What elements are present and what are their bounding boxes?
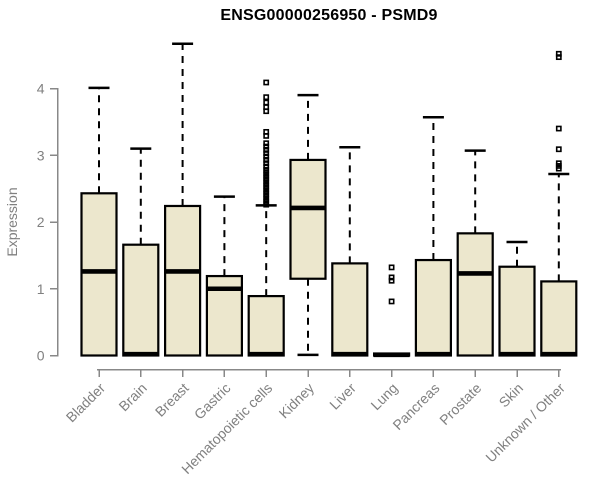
- y-tick-label-1: 1: [37, 281, 45, 297]
- outlier-hematopoietic-cells: [263, 140, 270, 147]
- box-unknown-other: [540, 280, 578, 357]
- y-tick-label-4: 4: [37, 81, 45, 97]
- outlier-unknown-other: [555, 125, 562, 132]
- outlier-unknown-other: [555, 50, 562, 57]
- x-tick-label-liver: Liver: [326, 380, 359, 413]
- x-tick-label-skin: Skin: [496, 380, 527, 411]
- x-tick-label-bladder: Bladder: [63, 380, 109, 426]
- x-tick-label-unknown-other: Unknown / Other: [482, 380, 568, 466]
- outlier-hematopoietic-cells: [263, 163, 270, 170]
- box-hematopoietic-cells: [247, 294, 285, 357]
- outlier-hematopoietic-cells: [263, 128, 270, 135]
- outlier-hematopoietic-cells: [263, 157, 270, 163]
- box-brain: [122, 243, 160, 357]
- box-prostate: [456, 232, 494, 357]
- outlier-hematopoietic-cells: [263, 150, 270, 157]
- outlier-unknown-other: [555, 160, 562, 167]
- outlier-hematopoietic-cells: [263, 160, 270, 167]
- x-tick-label-lung: Lung: [367, 380, 400, 413]
- outlier-unknown-other: [555, 146, 562, 153]
- chart-title: ENSG00000256950 - PSMD9: [220, 7, 438, 24]
- outlier-hematopoietic-cells: [263, 147, 270, 153]
- outlier-hematopoietic-cells: [263, 104, 270, 111]
- x-tick-label-prostate: Prostate: [436, 380, 484, 428]
- outlier-hematopoietic-cells: [263, 99, 270, 106]
- outlier-hematopoietic-cells: [263, 167, 270, 173]
- outlier-lung: [388, 264, 395, 271]
- y-tick-label-3: 3: [37, 147, 45, 163]
- box-pancreas: [414, 258, 452, 357]
- x-tick-label-breast: Breast: [152, 380, 192, 420]
- outlier-hematopoietic-cells: [263, 143, 270, 150]
- box-breast: [164, 204, 202, 357]
- outlier-hematopoietic-cells: [263, 153, 270, 160]
- outlier-lung: [388, 277, 395, 284]
- x-tick-label-kidney: Kidney: [276, 380, 318, 422]
- box-skin: [498, 265, 536, 357]
- outlier-lung: [388, 274, 395, 281]
- x-tick-label-brain: Brain: [115, 380, 149, 414]
- outlier-unknown-other: [555, 54, 562, 61]
- outlier-hematopoietic-cells: [263, 94, 270, 101]
- box-liver: [331, 262, 369, 357]
- box-bladder: [80, 192, 118, 357]
- outlier-lung: [388, 298, 395, 305]
- outlier-hematopoietic-cells: [263, 79, 270, 86]
- y-tick-label-2: 2: [37, 214, 45, 230]
- box-kidney: [289, 158, 327, 280]
- y-tick-label-0: 0: [37, 348, 45, 364]
